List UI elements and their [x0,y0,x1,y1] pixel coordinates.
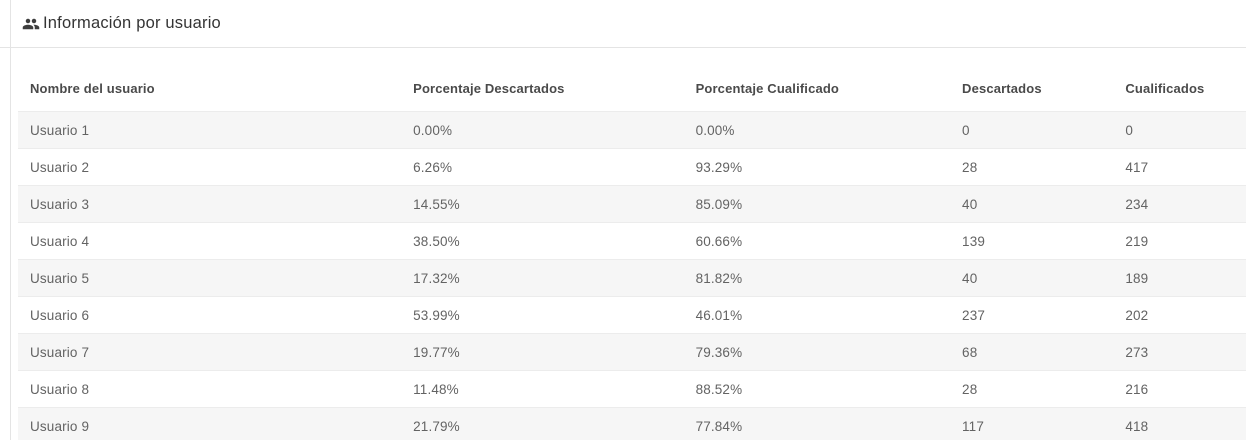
table-row: Usuario 5 17.32% 81.82% 40 189 [18,259,1246,297]
table-cell: 189 [1125,270,1149,286]
table-cell: 0.00% [695,122,735,138]
table-cell: 273 [1125,344,1149,360]
table-cell: 40 [962,196,978,212]
table-row: Usuario 2 6.26% 93.29% 28 417 [18,148,1246,186]
table-cell: 139 [962,233,986,249]
table-cell: 53.99% [413,307,460,323]
panel-title: Información por usuario [43,14,221,32]
table-cell: 117 [962,418,985,434]
table-cell: 0.00% [413,122,453,138]
table-cell: 85.09% [695,196,743,212]
table-row: Usuario 9 21.79% 77.84% 117 418 [18,407,1246,440]
column-header: Cualificados [1125,81,1205,96]
table-cell: 14.55% [413,196,460,212]
table-cell: 216 [1125,381,1149,397]
table-row: Usuario 8 11.48% 88.52% 28 216 [18,370,1246,408]
table-row: Usuario 1 0.00% 0.00% 0 0 [18,111,1246,149]
table-cell: 202 [1125,307,1149,323]
table-cell: 46.01% [695,307,743,323]
table-cell: 19.77% [413,344,460,360]
table-cell: Usuario 5 [30,270,90,286]
table-cell: Usuario 3 [30,196,90,212]
table-cell: 0 [1125,122,1134,138]
table-cell: 219 [1125,233,1149,249]
user-table-container: Nombre del usuario Porcentaje Descartados… [18,48,1246,440]
table-cell: 6.26% [413,159,453,175]
panel-header: Información por usuario [0,0,1246,48]
table-cell: Usuario 4 [30,233,90,249]
panel-left-border [10,0,11,440]
table-cell: 28 [962,381,978,397]
table-row: Usuario 6 53.99% 46.01% 237 202 [18,296,1246,334]
table-cell: 77.84% [695,418,743,434]
table-cell: Usuario 9 [30,418,90,434]
table-cell: 21.79% [413,418,460,434]
table-row: Usuario 4 38.50% 60.66% 139 219 [18,222,1246,260]
table-row: Usuario 3 14.55% 85.09% 40 234 [18,185,1246,223]
table-cell: 40 [962,270,978,286]
table-header: Nombre del usuario Porcentaje Descartados… [18,68,1246,112]
table-cell: 417 [1125,159,1149,175]
table-cell: 0 [962,122,970,138]
table-cell: Usuario 8 [30,381,90,397]
column-header: Nombre del usuario [30,81,155,96]
people-group-icon [22,15,40,33]
table-cell: 81.82% [695,270,743,286]
column-header: Porcentaje Descartados [413,81,565,96]
table-cell: 93.29% [695,159,743,175]
column-header: Descartados [962,81,1042,96]
table-cell: 38.50% [413,233,460,249]
table-cell: 68 [962,344,978,360]
table-cell: 88.52% [695,381,743,397]
table-body: Usuario 1 0.00% 0.00% 0 0 Usuario 2 6.26% 93.29… [18,111,1246,440]
table-cell: 418 [1125,418,1149,434]
table-cell: 234 [1125,196,1149,212]
table-row: Usuario 7 19.77% 79.36% 68 273 [18,333,1246,371]
table-cell: Usuario 1 [30,122,90,138]
table-cell: Usuario 6 [30,307,90,323]
table-cell: 17.32% [413,270,460,286]
table-cell: 60.66% [695,233,743,249]
table-header-row: Nombre del usuario Porcentaje Descartados… [18,68,1246,112]
column-header: Porcentaje Cualificado [695,81,840,96]
user-info-table: Nombre del usuario Porcentaje Descartados… [18,68,1246,440]
table-cell: 237 [962,307,986,323]
table-cell: Usuario 2 [30,159,90,175]
table-cell: Usuario 7 [30,344,90,360]
table-cell: 11.48% [413,381,459,397]
table-cell: 28 [962,159,978,175]
table-cell: 79.36% [695,344,743,360]
